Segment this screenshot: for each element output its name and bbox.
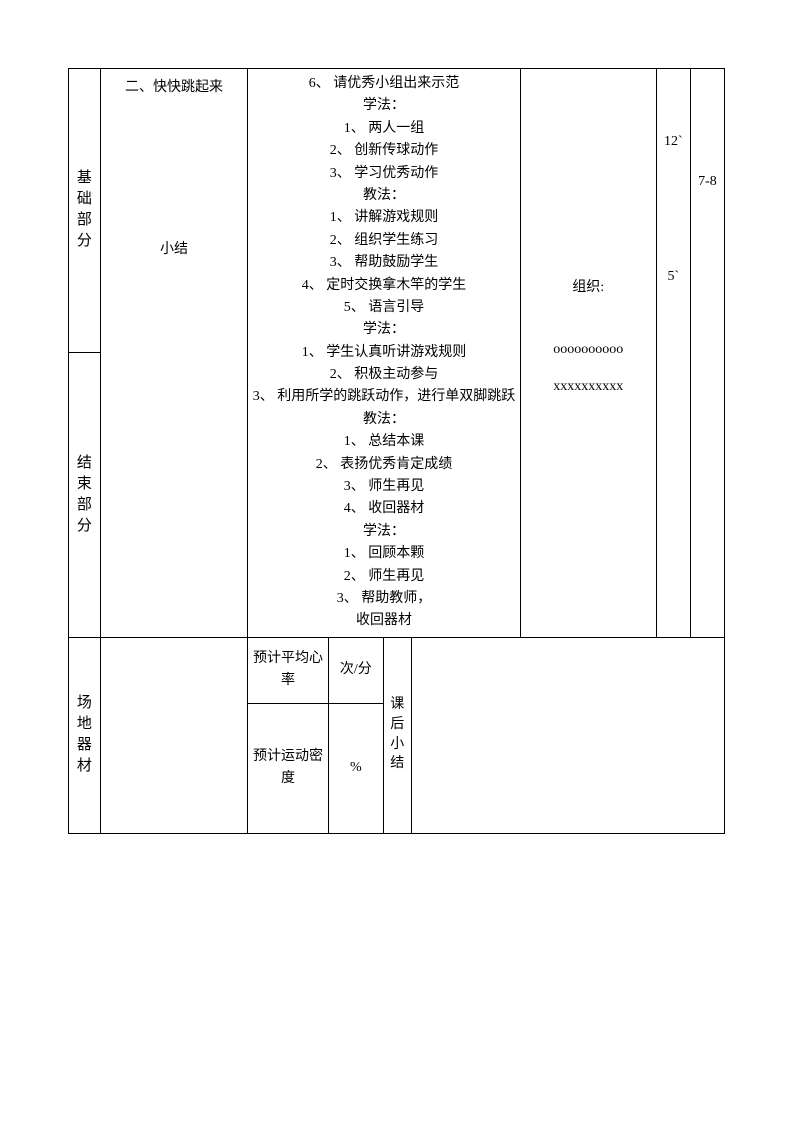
time-b: 5`: [661, 266, 686, 288]
method-line: 1、 学生认真听讲游戏规则: [252, 342, 515, 364]
method-line: 2、 师生再见: [252, 566, 515, 588]
method-line: 3、 师生再见: [252, 476, 515, 498]
activity-title: 二、快快跳起来: [105, 77, 244, 99]
col2-activities: 二、快快跳起来 小结: [100, 69, 248, 638]
density-label: 预计运动密度: [248, 703, 328, 833]
col3-methods: 6、 请优秀小组出来示范学法：1、 两人一组2、 创新传球动作3、 学习优秀动作…: [248, 69, 520, 638]
metrics-block: 预计平均心率 次/分 课后小结 预计运动密度 %: [248, 637, 725, 833]
method-line: 教法：: [252, 409, 515, 431]
col4-org: 组织: oooooooooo xxxxxxxxxx: [520, 69, 656, 638]
method-line: 3、 学习优秀动作: [252, 163, 515, 185]
method-line: 2、 表扬优秀肯定成绩: [252, 454, 515, 476]
method-line: 2、 组织学生练习: [252, 230, 515, 252]
method-line: 1、 两人一组: [252, 118, 515, 140]
section-label-end: 结束部分: [69, 353, 101, 637]
method-line: 教法：: [252, 185, 515, 207]
method-line: 学法：: [252, 319, 515, 341]
org-row-o: oooooooooo: [525, 335, 652, 366]
post-class-label: 课后小结: [383, 638, 411, 833]
avg-hr-label: 预计平均心率: [248, 638, 328, 703]
method-line: 3、 利用所学的跳跃动作，进行单双脚跳跃: [252, 386, 515, 408]
post-class-content: [411, 638, 724, 833]
section-label-basic: 基础部分: [69, 69, 101, 353]
method-line: 学法：: [252, 95, 515, 117]
method-line: 2、 创新传球动作: [252, 140, 515, 162]
method-line: 2、 积极主动参与: [252, 364, 515, 386]
summary-label: 小结: [105, 239, 244, 261]
method-line: 4、 定时交换拿木竿的学生: [252, 275, 515, 297]
method-line: 5、 语言引导: [252, 297, 515, 319]
method-line: 收回器材: [252, 610, 515, 632]
method-line: 3、 帮助鼓励学生: [252, 252, 515, 274]
col5-times: 12` 5`: [656, 69, 690, 638]
method-line: 1、 回顾本颗: [252, 543, 515, 565]
col6-count: 7-8: [690, 69, 724, 638]
method-line: 4、 收回器材: [252, 498, 515, 520]
method-line: 学法：: [252, 521, 515, 543]
section-label-field: 场地器材: [69, 637, 101, 833]
method-line: 6、 请优秀小组出来示范: [252, 73, 515, 95]
org-row-x: xxxxxxxxxx: [525, 372, 652, 403]
org-title: 组织:: [525, 273, 652, 304]
method-line: 1、 总结本课: [252, 431, 515, 453]
time-a: 12`: [661, 133, 686, 151]
density-unit: %: [328, 703, 383, 833]
method-line: 3、 帮助教师，: [252, 588, 515, 610]
method-line: 1、 讲解游戏规则: [252, 207, 515, 229]
field-empty: [100, 637, 248, 833]
avg-hr-unit: 次/分: [328, 638, 383, 703]
